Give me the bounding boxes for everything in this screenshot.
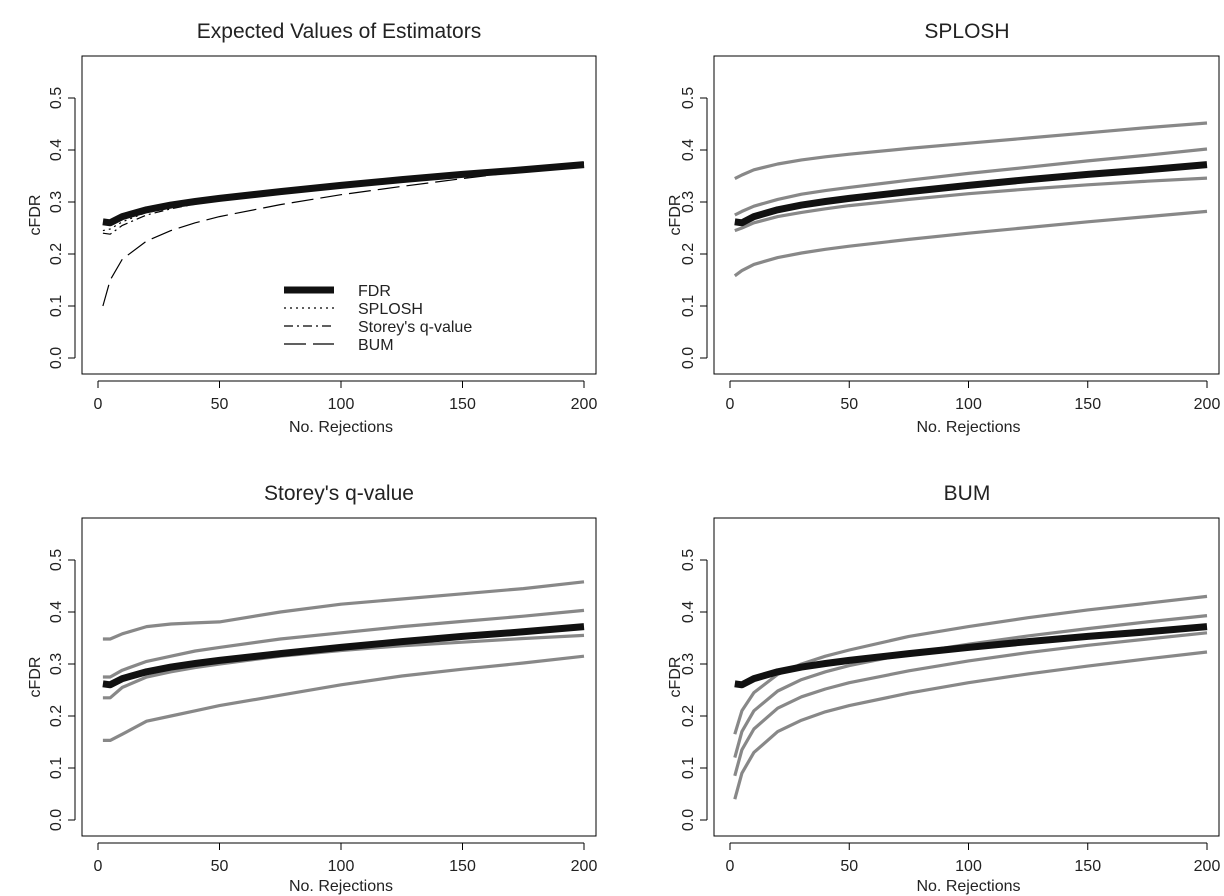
x-tick-label: 50 (211, 858, 229, 875)
y-tick-label: 0.3 (680, 191, 697, 213)
y-tick-label: 0.1 (680, 757, 697, 779)
legend-label: BUM (358, 337, 394, 354)
series-line-2 (734, 121, 1208, 181)
chart-title: Expected Values of Estimators (197, 20, 481, 43)
x-tick-label: 0 (726, 858, 735, 875)
x-tick-label: 150 (449, 396, 476, 413)
x-tick-label: 100 (328, 858, 355, 875)
x-tick-label: 0 (726, 396, 735, 413)
y-tick-label: 0.3 (48, 191, 65, 213)
series-line-3 (102, 608, 585, 679)
y-tick-label: 0.0 (48, 347, 65, 369)
x-tick-label: 150 (1074, 396, 1101, 413)
y-tick-label: 0.0 (680, 809, 697, 831)
chart-panel-3: Storey's q-value No. Rejections cFDR 0 50 100… (27, 482, 597, 895)
y-tick-label: 0.5 (48, 549, 65, 571)
x-tick-label: 0 (94, 858, 103, 875)
series-line-fdr (102, 161, 585, 227)
series-line-3 (733, 614, 1208, 759)
chart-title: BUM (944, 482, 991, 505)
y-tick-label: 0.1 (48, 757, 65, 779)
y-tick-label: 0.2 (48, 243, 65, 265)
x-tick-label: 200 (571, 396, 598, 413)
x-tick-label: 150 (449, 858, 476, 875)
x-tick-label: 0 (94, 396, 103, 413)
legend-label: Storey's q-value (358, 319, 472, 336)
y-tick-label: 0.0 (48, 809, 65, 831)
chart-title: Storey's q-value (264, 482, 414, 505)
y-tick-label: 0.5 (680, 549, 697, 571)
x-tick-label: 200 (571, 858, 598, 875)
plot-frame (713, 517, 1220, 837)
y-tick-label: 0.5 (680, 87, 697, 109)
series-line-bum (102, 164, 585, 307)
y-axis-label: cFDR (27, 657, 44, 698)
series-line-1 (102, 623, 585, 689)
y-axis-label: cFDR (667, 195, 684, 236)
y-tick-label: 0.3 (680, 653, 697, 675)
x-tick-label: 200 (1194, 396, 1221, 413)
x-tick-label: 150 (1074, 858, 1101, 875)
legend-label: SPLOSH (358, 301, 423, 318)
chart-panel-2: SPLOSH No. Rejections cFDR 0 50 100 150 200 0.0 0… (667, 20, 1220, 436)
series-line-5 (733, 209, 1208, 278)
y-tick-label: 0.2 (680, 705, 697, 727)
x-tick-label: 50 (840, 858, 858, 875)
x-tick-label: 200 (1194, 858, 1221, 875)
series-line-1 (734, 161, 1208, 227)
x-tick-label: 100 (328, 396, 355, 413)
y-tick-label: 0.1 (680, 295, 697, 317)
chart-title: SPLOSH (924, 20, 1009, 43)
series-line-4 (733, 631, 1208, 777)
x-tick-label: 50 (211, 396, 229, 413)
y-axis-label: cFDR (667, 657, 684, 698)
y-tick-label: 0.1 (48, 295, 65, 317)
series-line-2 (733, 594, 1208, 735)
chart-panel-4: BUM No. Rejections cFDR 0 50 100 150 200 0.0 0.1 0… (667, 482, 1220, 895)
y-tick-label: 0.0 (680, 347, 697, 369)
series-line-4 (734, 176, 1208, 233)
y-tick-label: 0.4 (680, 139, 697, 161)
series-line-1 (734, 623, 1208, 689)
series-line-2 (102, 580, 585, 641)
plot-frame (81, 55, 597, 375)
x-axis-label: No. Rejections (916, 878, 1020, 895)
series-line-5 (102, 654, 585, 742)
x-tick-label: 100 (955, 396, 982, 413)
x-axis-label: No. Rejections (916, 419, 1020, 436)
y-tick-label: 0.2 (48, 705, 65, 727)
x-axis-label: No. Rejections (289, 878, 393, 895)
x-axis-label: No. Rejections (289, 419, 393, 436)
chart-panel-1: Expected Values of Estimators No. Rejecti… (27, 20, 597, 436)
y-tick-label: 0.4 (680, 601, 697, 623)
y-tick-label: 0.4 (48, 139, 65, 161)
y-tick-label: 0.3 (48, 653, 65, 675)
y-axis-label: cFDR (27, 195, 44, 236)
legend-label: FDR (358, 283, 391, 300)
y-tick-label: 0.4 (48, 601, 65, 623)
y-tick-label: 0.5 (48, 87, 65, 109)
series-line-5 (733, 650, 1208, 800)
y-tick-label: 0.2 (680, 243, 697, 265)
x-tick-label: 100 (955, 858, 982, 875)
plot-frame (713, 55, 1220, 375)
x-tick-label: 50 (840, 396, 858, 413)
series-line-4 (102, 633, 585, 700)
plot-frame (81, 517, 597, 837)
series-line-3 (734, 147, 1208, 217)
